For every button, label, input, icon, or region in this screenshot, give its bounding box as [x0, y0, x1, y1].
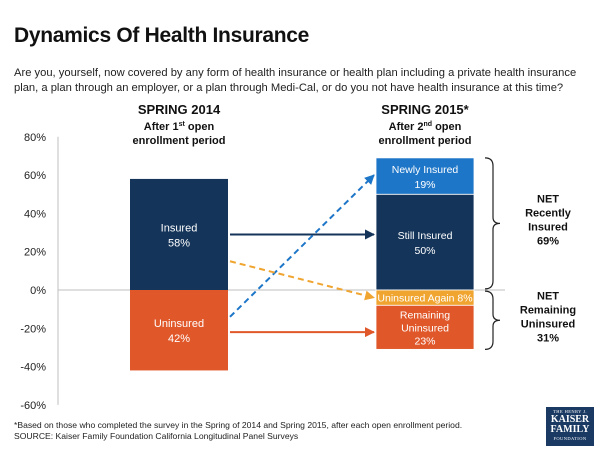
segment-value: 50%: [414, 245, 435, 257]
net-label: Insured: [528, 221, 568, 233]
logo-line3: FAMILY: [550, 424, 590, 435]
segment-value: 42%: [168, 333, 190, 345]
y-tick-label: 20%: [24, 247, 46, 259]
footnote: *Based on those who completed the survey…: [14, 420, 462, 442]
net-label: Recently: [525, 207, 572, 219]
segment-value: 23%: [414, 335, 435, 347]
y-tick-label: -60%: [20, 400, 46, 412]
bar-newly-insured: [375, 157, 475, 195]
net-label: Remaining: [520, 304, 576, 316]
bar-uninsured: [130, 290, 228, 371]
segment-label: Uninsured: [401, 322, 449, 334]
column-heading: SPRING 2015*: [381, 102, 469, 117]
segment-label: Newly Insured: [392, 164, 459, 176]
footnote-note: *Based on those who completed the survey…: [14, 420, 463, 430]
y-tick-label: 80%: [24, 132, 46, 144]
column-heading: SPRING 2014: [138, 102, 221, 117]
segment-label: Uninsured Again 8%: [377, 293, 472, 305]
bar-insured: [130, 178, 228, 290]
net-label: NET: [537, 290, 559, 302]
chart-title: Dynamics Of Health Insurance: [14, 24, 310, 47]
y-tick-label: -40%: [20, 362, 46, 374]
flow-arrow-newly-insured: [229, 174, 375, 318]
net-label: Uninsured: [521, 318, 575, 330]
logo-line1: THE HENRY J.: [553, 409, 587, 414]
y-tick-label: 40%: [24, 208, 46, 220]
flow-arrow-uninsured-again: [229, 260, 375, 301]
y-tick-label: 60%: [24, 170, 46, 182]
y-tick-label: 0%: [30, 285, 46, 297]
y-tick-label: -20%: [20, 323, 46, 335]
column-subheading: After 2nd open: [389, 121, 462, 133]
column-subheading: After 1st open: [144, 121, 215, 133]
segment-value: 58%: [168, 237, 190, 249]
net-label: 69%: [537, 235, 559, 247]
net-label: 31%: [537, 332, 559, 344]
net-label: NET: [537, 193, 559, 205]
column-subheading-line2: enrollment period: [133, 135, 226, 147]
net-brace: [484, 157, 501, 290]
segment-label: Uninsured: [154, 318, 204, 330]
segment-label: Still Insured: [398, 230, 453, 242]
column-subheading-line2: enrollment period: [379, 135, 472, 147]
segment-label: Remaining: [400, 309, 450, 321]
kff-logo: THE HENRY J. KAISER FAMILY FOUNDATION: [546, 407, 594, 446]
segment-value: 19%: [414, 179, 435, 191]
bar-still-insured: [375, 193, 475, 291]
survey-question: Are you, yourself, now covered by any fo…: [14, 67, 577, 94]
logo-line4: FOUNDATION: [553, 436, 587, 441]
footnote-source: SOURCE: Kaiser Family Foundation Califor…: [14, 431, 299, 441]
segment-label: Insured: [161, 222, 198, 234]
net-brace: [484, 290, 501, 350]
logo-line2: KAISER: [550, 414, 590, 425]
bar-remaining-uninsured: [375, 304, 475, 350]
